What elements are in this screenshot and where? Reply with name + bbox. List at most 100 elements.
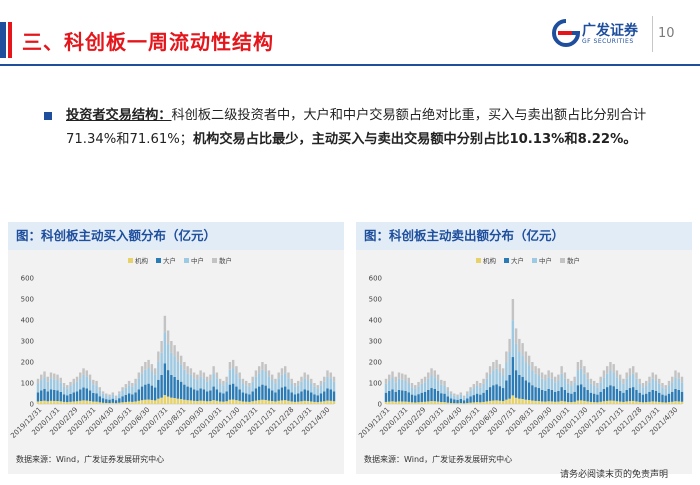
bar-segment bbox=[661, 387, 664, 395]
bar-segment bbox=[680, 391, 684, 402]
bar-segment bbox=[667, 393, 671, 403]
bar-segment bbox=[137, 400, 141, 404]
bar-segment bbox=[599, 401, 602, 404]
bar-segment bbox=[53, 379, 56, 390]
bar-segment bbox=[105, 399, 108, 403]
bar-segment bbox=[212, 366, 215, 374]
bar-segment bbox=[163, 395, 167, 404]
bar-segment bbox=[205, 391, 209, 402]
bar-segment bbox=[186, 386, 189, 401]
bar-segment bbox=[75, 376, 79, 382]
bar-segment bbox=[137, 378, 141, 390]
bar-segment bbox=[609, 385, 612, 401]
bar-segment bbox=[615, 401, 619, 404]
bar-segment bbox=[560, 387, 563, 401]
bar-segment bbox=[394, 401, 397, 404]
bar-segment bbox=[602, 370, 606, 378]
bar-segment bbox=[384, 383, 388, 393]
bar-segment bbox=[157, 379, 160, 399]
bar-segment bbox=[140, 400, 144, 404]
bar-segment bbox=[391, 401, 394, 404]
bar-segment bbox=[674, 401, 677, 404]
bar-segment bbox=[257, 373, 261, 387]
bar-segment bbox=[235, 386, 238, 401]
bar-segment bbox=[589, 383, 593, 393]
legend-swatch bbox=[212, 258, 217, 263]
bar-segment bbox=[586, 372, 589, 379]
bar-segment bbox=[388, 374, 391, 381]
y-tick-label: 200 bbox=[369, 359, 382, 367]
bar-segment bbox=[622, 378, 625, 384]
bar-segment bbox=[446, 402, 450, 404]
bar-segment bbox=[449, 398, 453, 403]
bar-segment bbox=[254, 400, 258, 404]
bar-segment bbox=[134, 378, 137, 384]
bar-segment bbox=[179, 355, 183, 365]
header-rule bbox=[0, 64, 700, 66]
legend-swatch bbox=[560, 258, 565, 263]
bar-segment bbox=[563, 389, 567, 402]
bar-segment bbox=[189, 374, 193, 388]
bar-segment bbox=[313, 401, 316, 404]
bar-segment bbox=[183, 369, 186, 385]
bar-segment bbox=[488, 366, 492, 374]
bar-segment bbox=[270, 401, 274, 404]
bar-segment bbox=[329, 400, 332, 404]
bar-segment bbox=[430, 388, 433, 402]
bar-segment bbox=[205, 376, 209, 382]
bar-segment bbox=[290, 401, 293, 404]
bar-segment bbox=[69, 381, 72, 387]
chart-panel-sell: 图：科创板主动卖出额分布（亿元） 机构 大户 中户 散户 0 100 200 300 400 50… bbox=[356, 222, 692, 474]
bar-segment bbox=[157, 351, 160, 362]
bar-segment bbox=[592, 393, 596, 403]
bar-segment bbox=[212, 400, 215, 404]
bar-segment bbox=[453, 399, 456, 404]
bar-segment bbox=[472, 402, 476, 404]
bar-segment bbox=[615, 388, 619, 402]
bar-segment bbox=[261, 384, 264, 400]
bar-segment bbox=[540, 401, 544, 404]
bar-segment bbox=[638, 378, 641, 384]
bar-segment bbox=[222, 393, 225, 402]
bar-segment bbox=[59, 401, 62, 404]
bar-segment bbox=[56, 401, 59, 404]
bar-segment bbox=[661, 383, 664, 388]
bar-segment bbox=[664, 385, 667, 389]
bar-segment bbox=[72, 378, 75, 384]
bar-segment bbox=[244, 385, 248, 394]
bar-segment bbox=[270, 390, 274, 402]
legend-label: 大户 bbox=[511, 256, 524, 265]
bar-segment bbox=[228, 399, 232, 404]
bar-segment bbox=[605, 400, 609, 404]
bar-segment bbox=[131, 401, 134, 404]
bar-segment bbox=[456, 396, 459, 400]
bar-segment bbox=[251, 376, 254, 382]
bar-segment bbox=[310, 383, 313, 393]
bar-segment bbox=[414, 388, 417, 396]
bar-segment bbox=[553, 401, 557, 404]
bar-segment bbox=[238, 378, 241, 390]
bar-segment bbox=[131, 386, 134, 395]
bar-segment bbox=[550, 372, 554, 379]
bar-segment bbox=[157, 398, 160, 404]
bar-segment bbox=[75, 401, 79, 404]
bar-segment bbox=[199, 400, 202, 404]
bar-segment bbox=[297, 401, 300, 404]
bar-segment bbox=[69, 393, 72, 402]
bar-segment bbox=[462, 400, 466, 404]
bar-segment bbox=[98, 402, 102, 404]
bar-segment bbox=[534, 400, 537, 404]
bar-segment bbox=[495, 384, 498, 401]
bar-segment bbox=[521, 343, 524, 356]
bar-segment bbox=[488, 400, 492, 404]
bar-segment bbox=[511, 357, 515, 396]
bar-segment bbox=[176, 379, 180, 399]
bar-segment bbox=[134, 392, 137, 402]
bar-segment bbox=[205, 401, 209, 404]
bar-segment bbox=[612, 372, 615, 387]
bar-segment bbox=[544, 374, 547, 381]
bar-segment bbox=[641, 383, 645, 388]
bar-segment bbox=[329, 389, 332, 401]
bar-segment bbox=[183, 362, 186, 370]
bar-segment bbox=[244, 380, 248, 386]
